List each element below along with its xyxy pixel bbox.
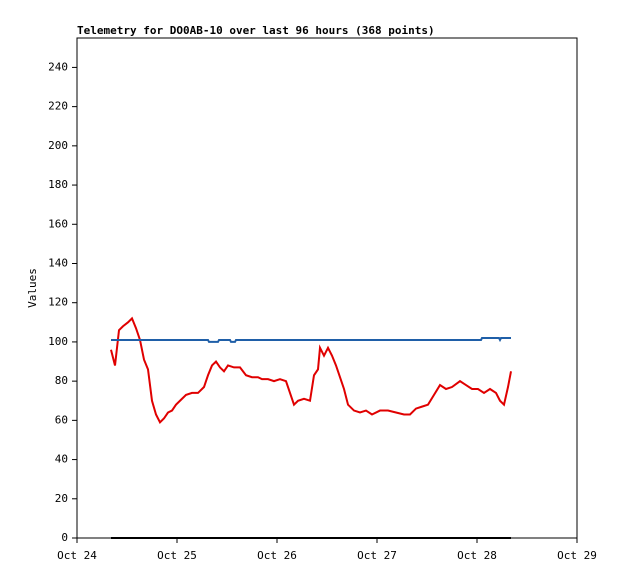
y-tick-label: 80 [55, 374, 68, 387]
series-line [111, 337, 511, 343]
y-tick-label: 240 [48, 60, 68, 73]
y-tick-label: 100 [48, 335, 68, 348]
plot-frame [76, 37, 578, 539]
x-tick-label: Oct 29 [557, 549, 597, 562]
x-tick-label: Oct 27 [357, 549, 397, 562]
x-tick-label: Oct 28 [457, 549, 497, 562]
y-tick-label: 120 [48, 296, 68, 309]
y-tick-label: 160 [48, 217, 68, 230]
y-tick-label: 200 [48, 139, 68, 152]
y-tick-label: 140 [48, 256, 68, 269]
x-tick-label: Oct 24 [57, 549, 97, 562]
chart-title: Telemetry for DO0AB-10 over last 96 hour… [77, 24, 435, 37]
y-tick-label: 40 [55, 453, 68, 466]
y-tick-label: 0 [61, 531, 68, 544]
y-tick-label: 20 [55, 492, 68, 505]
y-tick-label: 180 [48, 178, 68, 191]
y-tick-label: 60 [55, 413, 68, 426]
x-tick-label: Oct 26 [257, 549, 297, 562]
y-axis-label: Values [26, 268, 39, 308]
y-tick-label: 220 [48, 100, 68, 113]
series-line [110, 316, 512, 424]
x-tick-label: Oct 25 [157, 549, 197, 562]
